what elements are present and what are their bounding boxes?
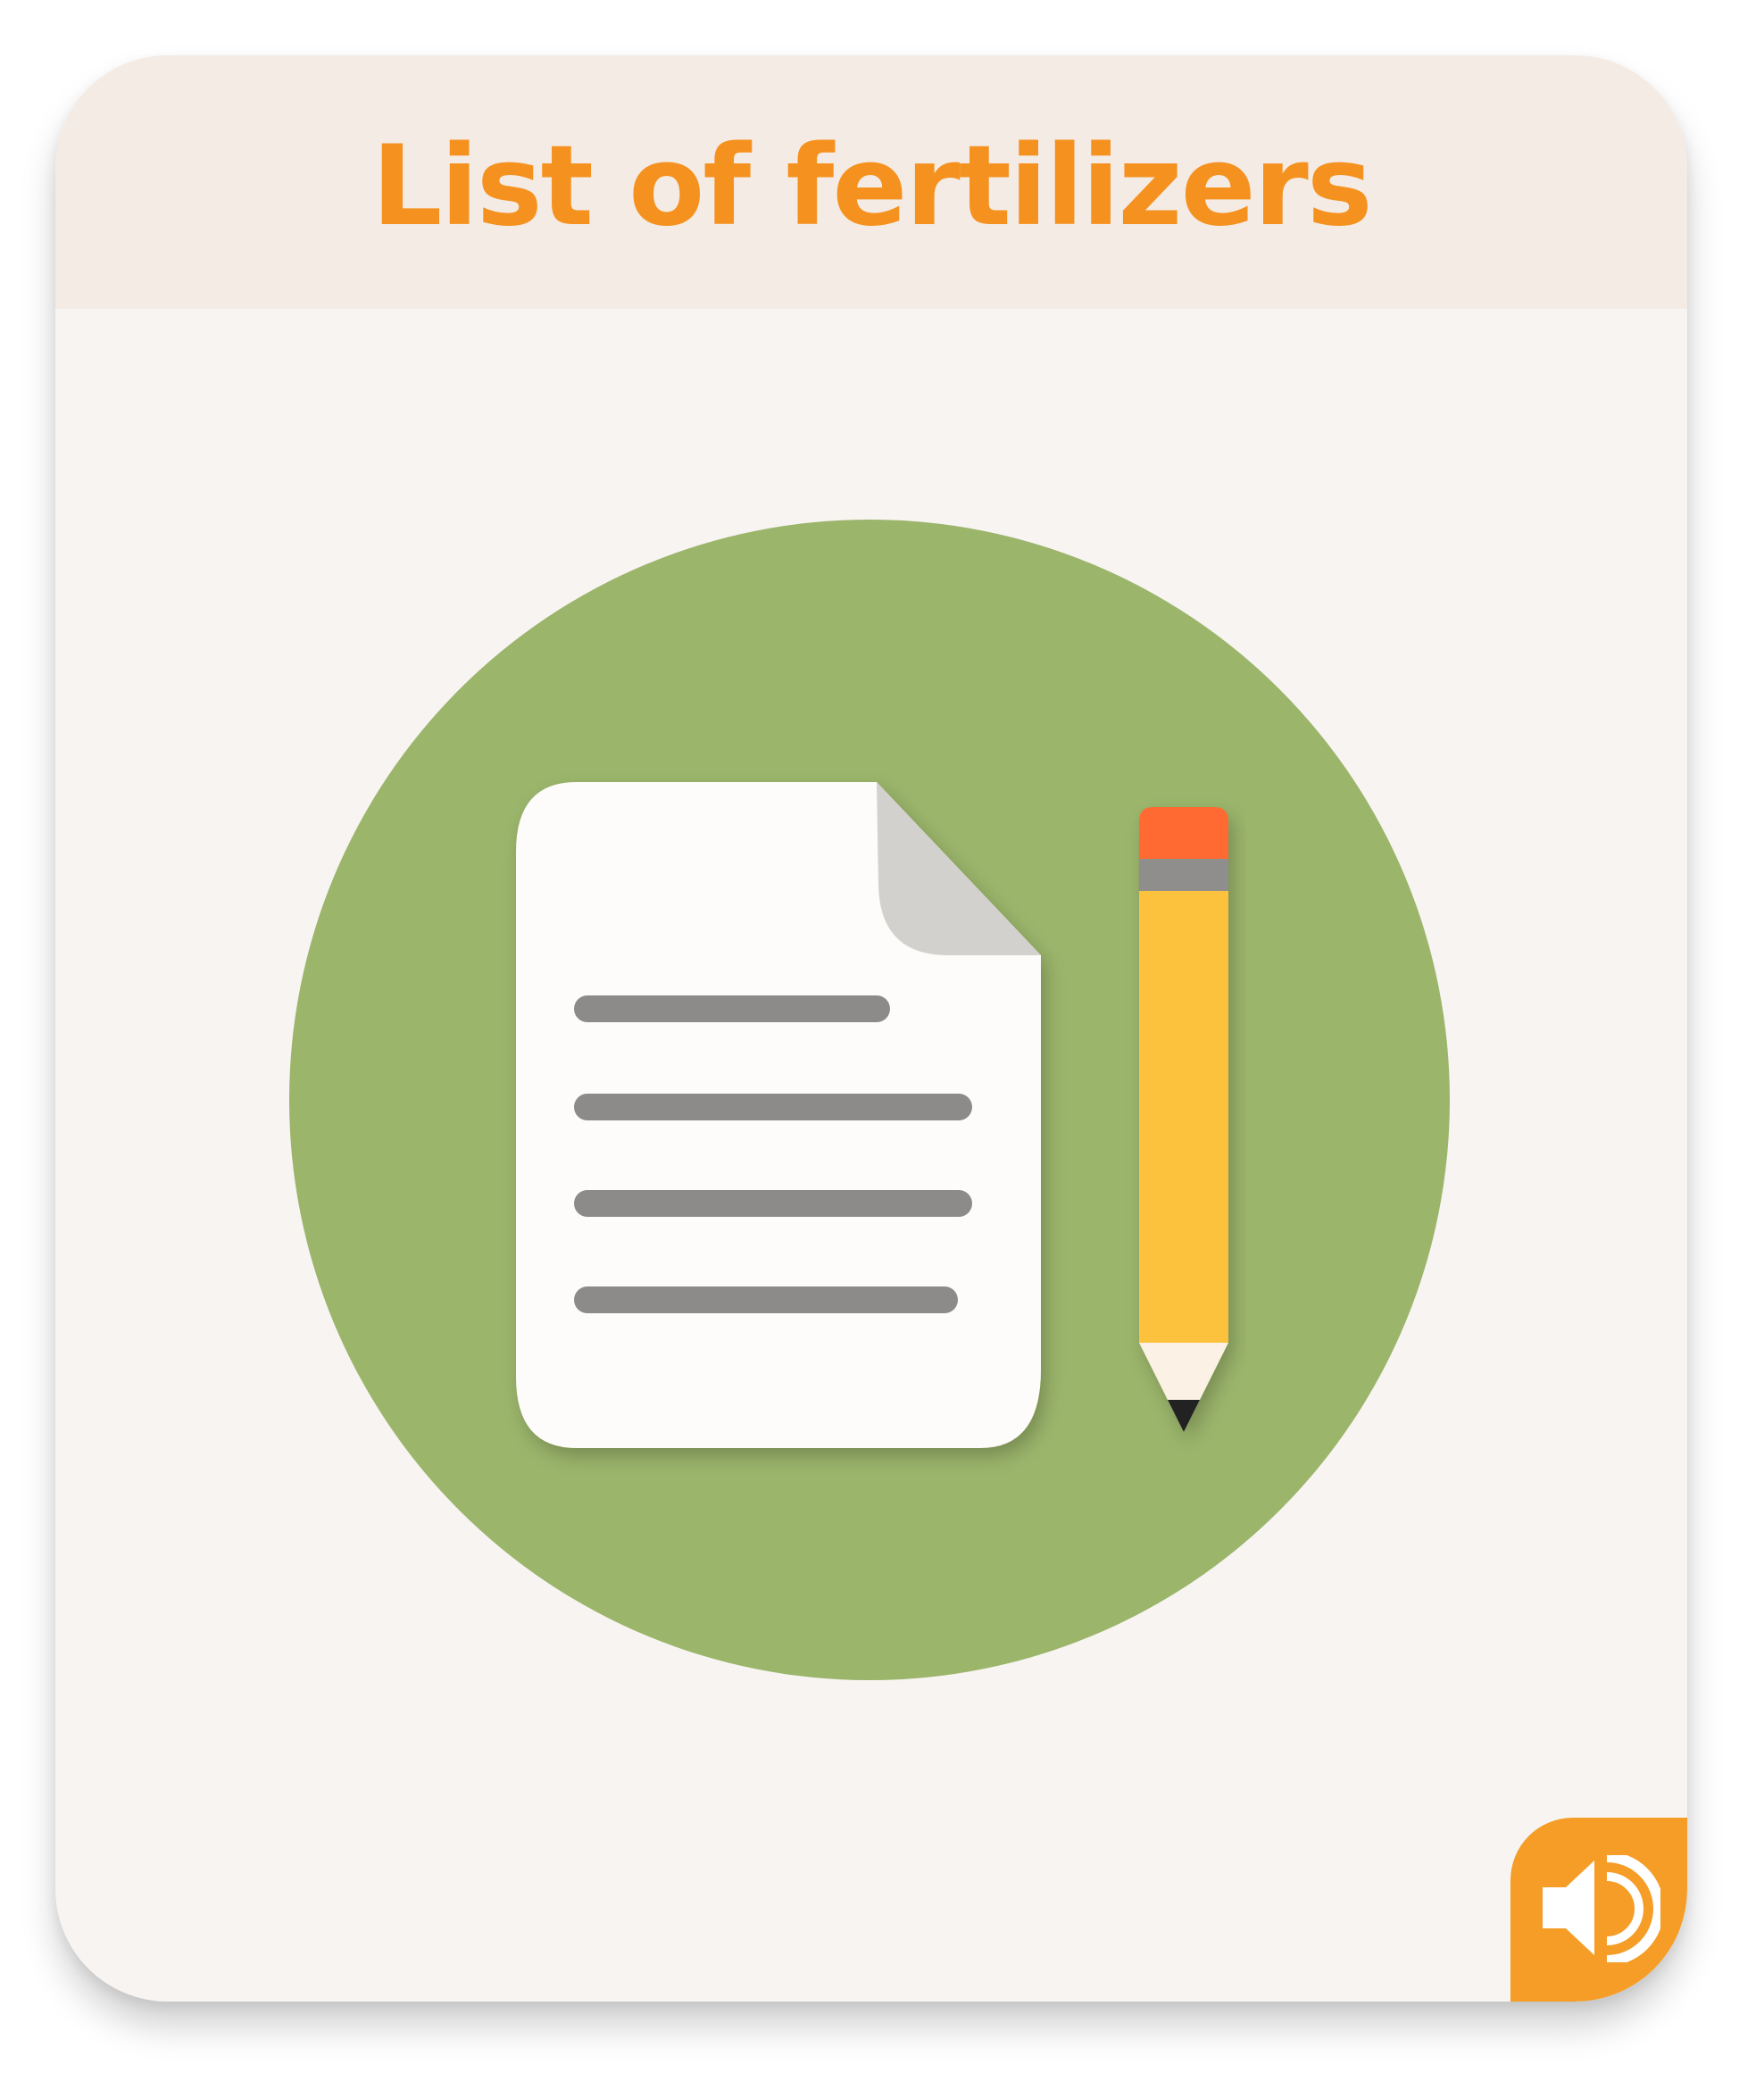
document-lines bbox=[574, 995, 972, 1313]
speaker-icon bbox=[1543, 1855, 1660, 1962]
pencil-icon bbox=[1139, 807, 1228, 1432]
document-with-pencil-icon bbox=[289, 520, 1450, 1680]
document-fold bbox=[877, 782, 1041, 955]
card-title: List of fertilizers bbox=[371, 122, 1372, 251]
card-header: List of fertilizers bbox=[55, 55, 1687, 309]
flashcard: List of fertilizers bbox=[55, 55, 1687, 2002]
